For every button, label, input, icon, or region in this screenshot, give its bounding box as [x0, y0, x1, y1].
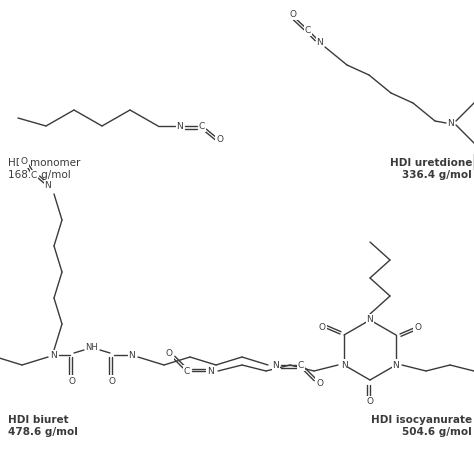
Text: N: N — [207, 366, 213, 375]
Text: O: O — [69, 376, 75, 385]
Text: HDI monomer: HDI monomer — [8, 158, 81, 168]
Text: N: N — [317, 37, 323, 46]
Text: O: O — [366, 398, 374, 407]
Text: HDI uretdione: HDI uretdione — [390, 158, 472, 168]
Text: O: O — [20, 157, 27, 166]
Text: 168.2 g/mol: 168.2 g/mol — [8, 170, 71, 180]
Text: C: C — [305, 26, 311, 35]
Text: O: O — [319, 322, 326, 331]
Text: O: O — [317, 379, 323, 388]
Text: 504.6 g/mol: 504.6 g/mol — [402, 427, 472, 437]
Text: C: C — [31, 172, 37, 181]
Text: O: O — [414, 322, 421, 331]
Text: N: N — [341, 361, 347, 370]
Text: N: N — [273, 361, 279, 370]
Text: N: N — [45, 182, 51, 191]
Text: N: N — [177, 121, 183, 130]
Text: 336.4 g/mol: 336.4 g/mol — [402, 170, 472, 180]
Text: O: O — [217, 136, 224, 145]
Text: O: O — [109, 376, 116, 385]
Text: C: C — [184, 366, 190, 375]
Text: N: N — [366, 316, 374, 325]
Text: N: N — [392, 361, 400, 370]
Text: N: N — [128, 352, 136, 361]
Text: HDI biuret: HDI biuret — [8, 415, 69, 425]
Text: C: C — [199, 121, 205, 130]
Text: O: O — [290, 9, 297, 18]
Text: N: N — [447, 118, 455, 128]
Text: N: N — [51, 352, 57, 361]
Text: NH: NH — [86, 344, 99, 353]
Text: C: C — [298, 361, 304, 370]
Text: O: O — [165, 349, 173, 358]
Text: HDI isocyanurate: HDI isocyanurate — [371, 415, 472, 425]
Text: 478.6 g/mol: 478.6 g/mol — [8, 427, 78, 437]
